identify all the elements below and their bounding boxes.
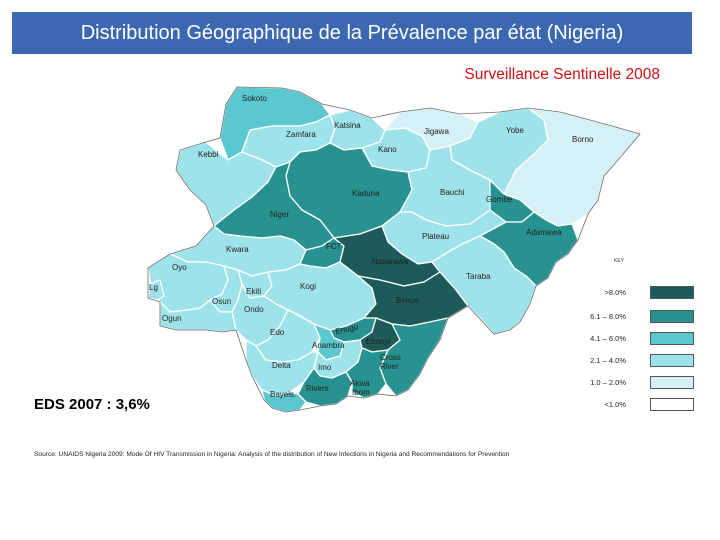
label-lagos: Lg	[149, 283, 158, 292]
eds-annotation: EDS 2007 : 3,6%	[34, 396, 150, 413]
label-bauchi: Bauchi	[440, 188, 465, 197]
country-outline	[147, 86, 641, 413]
legend-item-label: <1.0%	[604, 400, 626, 409]
state-taraba[interactable]	[431, 235, 537, 335]
state-akwa-ibom[interactable]	[345, 347, 389, 399]
label-osun: Osun	[212, 297, 231, 306]
label-oyo: Oyo	[172, 263, 187, 272]
label-ebonyi: Ebonyi	[366, 337, 391, 346]
label-akwa-ibom-2: Ibom	[352, 388, 370, 397]
label-ekiti: Ekiti	[246, 287, 261, 296]
label-jigawa: Jigawa	[424, 127, 449, 136]
legend-item: <1.0%	[570, 398, 694, 414]
label-fct: FCT	[326, 242, 342, 251]
subtitle: Surveillance Sentinelle 2008	[464, 66, 660, 83]
label-kogi: Kogi	[300, 282, 316, 291]
label-ogun: Ogun	[162, 314, 182, 323]
label-plateau: Plateau	[422, 232, 449, 241]
label-katsina: Katsina	[334, 121, 361, 130]
legend-item-label: 2.1 – 4.0%	[590, 356, 626, 365]
label-borno: Borno	[572, 135, 594, 144]
label-zamfara: Zamfara	[286, 130, 316, 139]
label-imo: Imo	[318, 363, 332, 372]
legend-item: 4.1 – 6.0%	[570, 332, 694, 348]
title-bar: Distribution Géographique de la Prévalen…	[12, 12, 692, 54]
legend-item: 2.1 – 4.0%	[570, 354, 694, 370]
legend-item-label: 6.1 – 8.0%	[590, 312, 626, 321]
page-title: Distribution Géographique de la Prévalen…	[80, 21, 624, 44]
label-benue: Benue	[396, 296, 420, 305]
label-kwara: Kwara	[226, 245, 249, 254]
legend-item-label: 4.1 – 6.0%	[590, 334, 626, 343]
label-nasarawa: Nasarawa	[372, 257, 409, 266]
legend-item-label: >8.0%	[604, 288, 626, 297]
label-edo: Edo	[270, 328, 285, 337]
legend-item: 6.1 – 8.0%	[570, 310, 694, 326]
label-kano: Kano	[378, 145, 397, 154]
legend-item-label: 1.0 – 2.0%	[590, 378, 626, 387]
label-adamawa: Adamawa	[526, 228, 562, 237]
label-rivers: Rivers	[306, 384, 329, 393]
label-niger: Niger	[270, 210, 289, 219]
label-anambra: Anambra	[312, 341, 345, 350]
legend-swatch	[650, 398, 694, 411]
legend-swatch	[650, 310, 694, 323]
legend-title: KEY	[614, 258, 625, 264]
label-kebbi: Kebbi	[198, 150, 219, 159]
label-cross-river-1: Cross	[380, 353, 401, 362]
label-bayelsa: Bayels.	[270, 390, 296, 399]
legend-swatch	[650, 286, 694, 299]
label-gombe: Gombe	[486, 195, 513, 204]
legend-swatch	[650, 332, 694, 345]
legend-swatch	[650, 376, 694, 389]
label-kaduna: Kaduna	[352, 189, 380, 198]
legend-swatch	[650, 354, 694, 367]
label-ondo: Ondo	[244, 305, 264, 314]
legend-item: 1.0 – 2.0%	[570, 376, 694, 392]
label-taraba: Taraba	[466, 272, 491, 281]
legend-item: >8.0%	[570, 286, 694, 302]
label-akwa-ibom-1: Akwa	[350, 379, 370, 388]
source-note: Source: UNAIDS Nigeria 2009: Mode Of HIV…	[34, 451, 510, 458]
label-cross-river-2: River	[380, 362, 399, 371]
label-yobe: Yobe	[506, 126, 525, 135]
label-sokoto: Sokoto	[242, 94, 267, 103]
label-delta: Delta	[272, 361, 291, 370]
